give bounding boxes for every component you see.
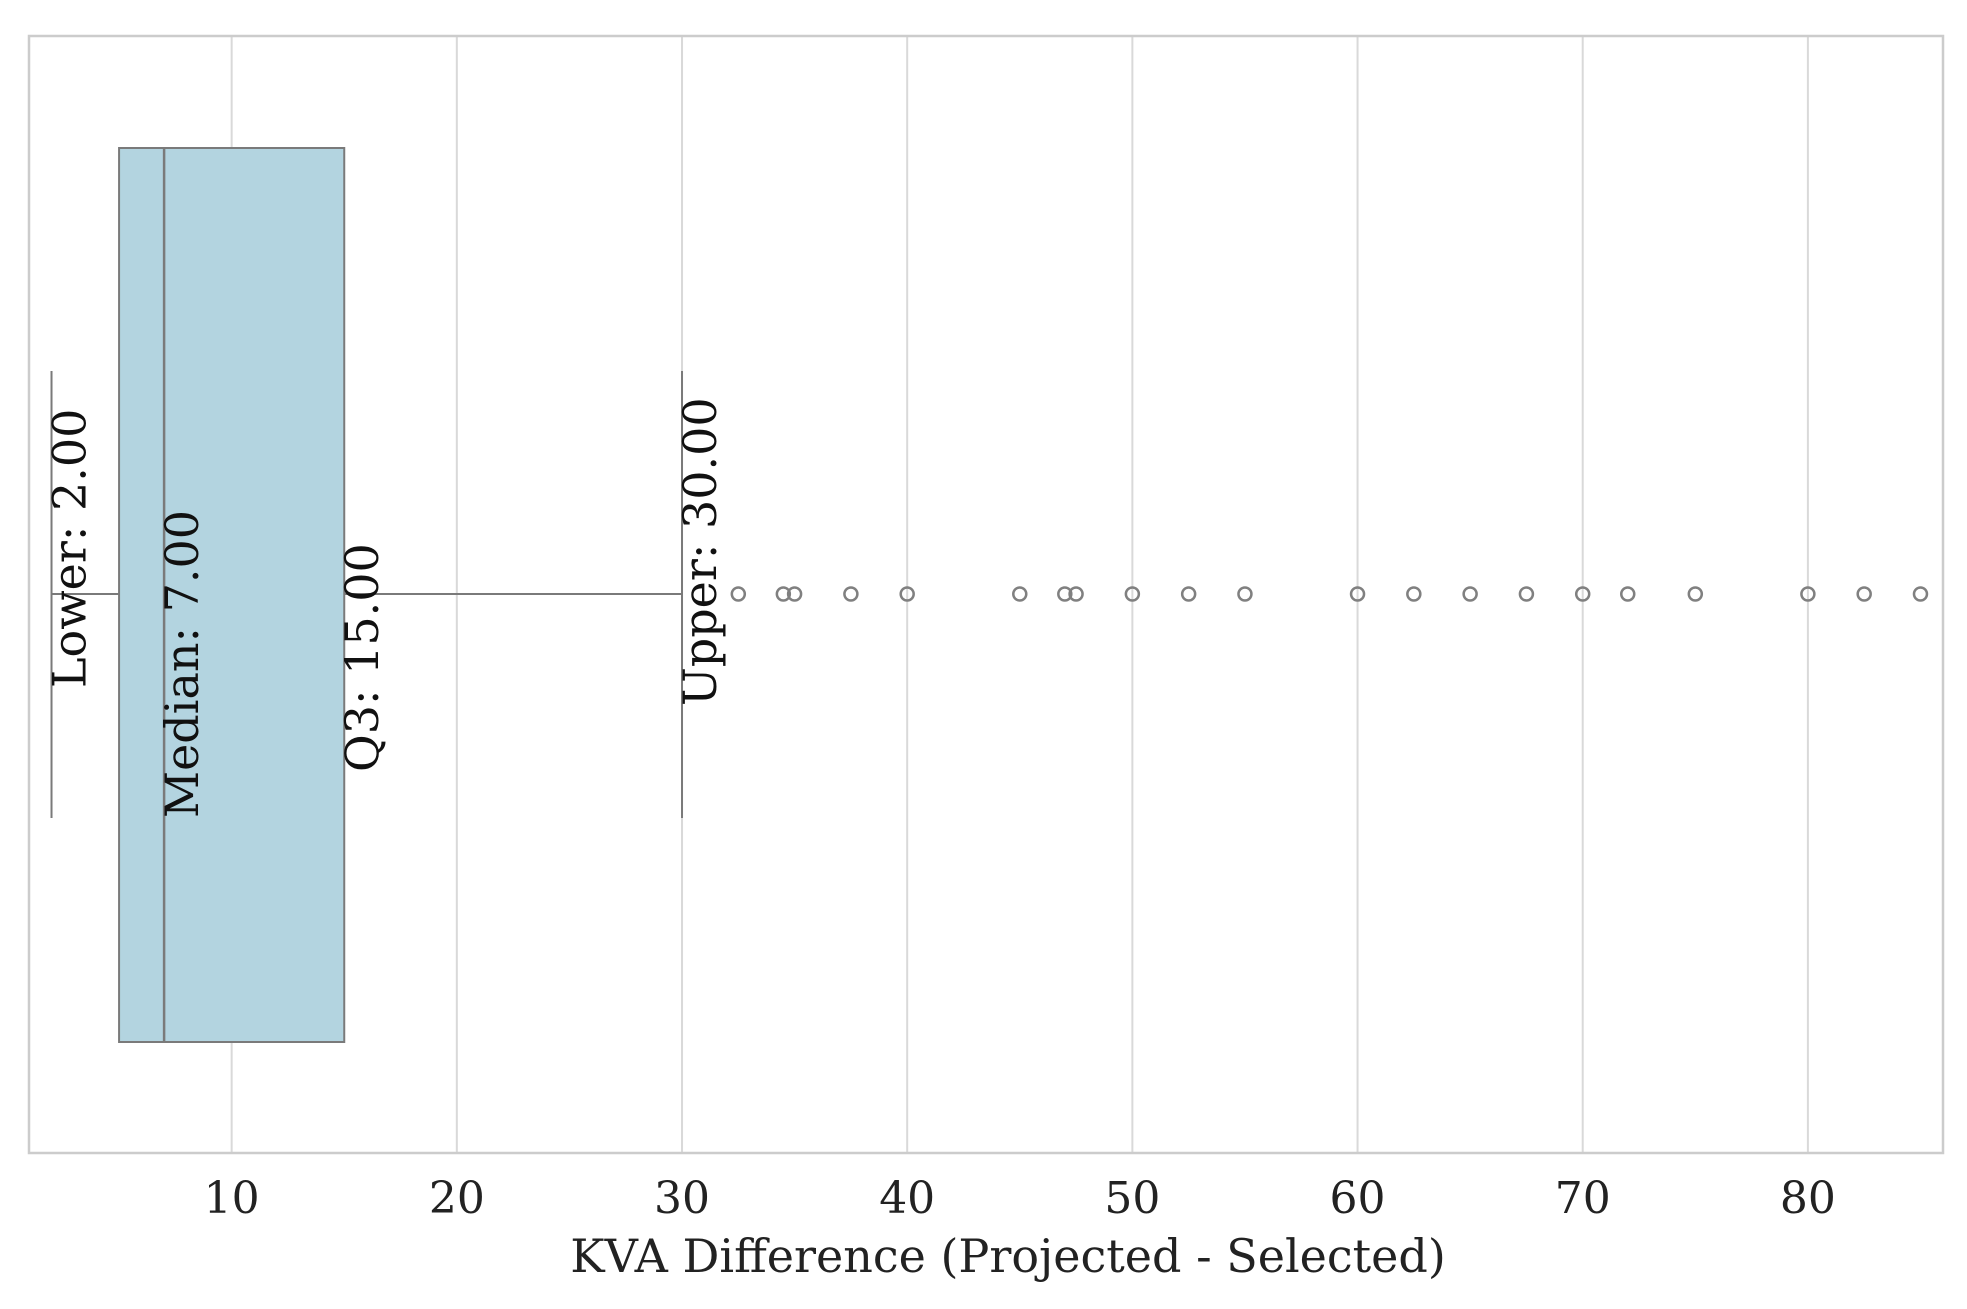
x-tick-label: 10 — [204, 1173, 260, 1224]
outlier-point — [899, 586, 915, 602]
iqr-box — [118, 147, 346, 1043]
outlier-point — [1406, 586, 1422, 602]
outlier-point — [1687, 586, 1704, 602]
x-tick-label: 40 — [879, 1173, 935, 1224]
outliers — [730, 586, 1929, 602]
outlier-point — [775, 586, 792, 602]
x-tick-label: 50 — [1104, 1173, 1160, 1224]
outlier-point — [730, 586, 747, 602]
annotation-median: Median: 7.00 — [155, 510, 209, 818]
outlier-point — [1800, 586, 1816, 602]
outlier-point — [1180, 586, 1197, 602]
x-tick-label: 70 — [1555, 1173, 1611, 1224]
x-tick-label: 60 — [1330, 1173, 1386, 1224]
annotation-q3: Q3: 15.00 — [335, 543, 389, 772]
x-tick-label: 30 — [654, 1173, 710, 1224]
outlier-point — [1912, 586, 1929, 602]
x-tick-label: 80 — [1780, 1173, 1836, 1224]
annotation-upper: Upper: 30.00 — [673, 397, 727, 706]
outlier-point — [1462, 586, 1478, 602]
box-group — [50, 147, 684, 1043]
outlier-point — [843, 586, 859, 602]
outlier-point — [1620, 586, 1636, 602]
x-axis-title: KVA Difference (Projected - Selected) — [570, 1229, 1446, 1283]
outlier-point — [1349, 586, 1366, 602]
annotations: Lower: 2.00 Median: 7.00 Q3: 15.00 Upper: 3… — [43, 397, 727, 818]
outlier-point — [1856, 586, 1872, 602]
outlier-point — [1124, 586, 1141, 602]
plot-frame — [27, 34, 1945, 1155]
x-tick-labels: 10 20 30 40 50 60 70 80 — [204, 1173, 1836, 1224]
x-tick-label: 20 — [429, 1173, 485, 1224]
outlier-point — [1057, 586, 1073, 602]
outlier-point — [1237, 586, 1253, 602]
outlier-point — [786, 586, 803, 602]
outlier-point — [1518, 586, 1535, 602]
outlier-point — [1574, 586, 1591, 602]
outlier-point — [1068, 586, 1084, 602]
annotation-lower: Lower: 2.00 — [43, 409, 97, 688]
outlier-point — [1012, 586, 1028, 602]
